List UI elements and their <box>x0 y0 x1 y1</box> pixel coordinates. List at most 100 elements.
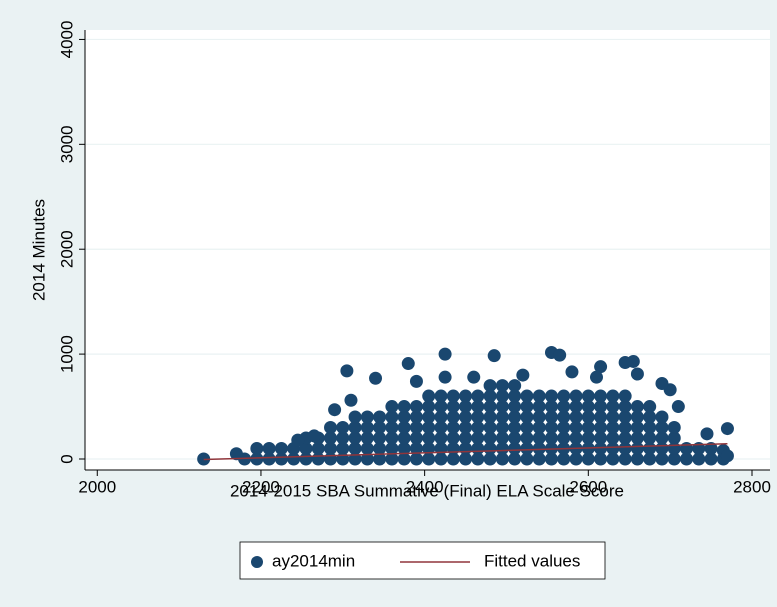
point <box>434 410 448 424</box>
point <box>495 441 509 455</box>
point <box>655 410 669 424</box>
point <box>630 421 644 435</box>
point <box>618 431 632 445</box>
point <box>385 421 399 435</box>
point <box>606 452 620 466</box>
point <box>348 441 362 455</box>
point <box>397 431 411 445</box>
point <box>360 431 374 445</box>
point <box>344 393 358 407</box>
point <box>307 429 321 443</box>
point <box>532 431 546 445</box>
point <box>520 389 534 403</box>
point <box>459 400 473 414</box>
point <box>483 452 497 466</box>
point <box>401 357 415 371</box>
point <box>626 354 640 368</box>
point <box>422 400 436 414</box>
point <box>508 431 522 445</box>
point <box>589 370 603 384</box>
point <box>483 389 497 403</box>
point <box>569 410 583 424</box>
point <box>397 400 411 414</box>
point <box>250 441 264 455</box>
point <box>446 421 460 435</box>
x-axis-title: 2014-2015 SBA Summative (Final) ELA Scal… <box>230 481 624 500</box>
point <box>409 374 423 388</box>
point <box>557 452 571 466</box>
y-tick-label: 4000 <box>57 21 76 59</box>
legend-label: ay2014min <box>272 551 355 570</box>
point <box>483 379 497 393</box>
point <box>643 400 657 414</box>
point <box>569 421 583 435</box>
point <box>324 431 338 445</box>
point <box>438 370 452 384</box>
point <box>438 347 452 361</box>
point <box>520 400 534 414</box>
point <box>671 400 685 414</box>
point <box>606 410 620 424</box>
point <box>667 431 681 445</box>
point <box>700 427 714 441</box>
point <box>594 431 608 445</box>
point <box>544 389 558 403</box>
point <box>508 452 522 466</box>
point <box>508 379 522 393</box>
point <box>544 410 558 424</box>
point <box>422 389 436 403</box>
point <box>594 421 608 435</box>
point <box>287 452 301 466</box>
point <box>581 421 595 435</box>
point <box>471 452 485 466</box>
point <box>581 400 595 414</box>
point <box>434 421 448 435</box>
point <box>373 421 387 435</box>
point <box>336 431 350 445</box>
point <box>520 452 534 466</box>
point <box>348 410 362 424</box>
point <box>348 431 362 445</box>
point <box>508 441 522 455</box>
point <box>360 421 374 435</box>
point <box>262 441 276 455</box>
point <box>471 400 485 414</box>
point <box>569 431 583 445</box>
point <box>655 452 669 466</box>
point <box>667 421 681 435</box>
point <box>667 452 681 466</box>
point <box>606 431 620 445</box>
point <box>557 410 571 424</box>
point <box>467 370 481 384</box>
point <box>565 365 579 379</box>
point <box>483 410 497 424</box>
point <box>409 400 423 414</box>
point <box>409 441 423 455</box>
point <box>434 389 448 403</box>
point <box>422 452 436 466</box>
point <box>422 421 436 435</box>
point <box>487 349 501 363</box>
point <box>360 452 374 466</box>
point <box>311 441 325 455</box>
point <box>373 431 387 445</box>
point <box>459 452 473 466</box>
point <box>324 441 338 455</box>
x-tick-label: 2600 <box>569 477 607 496</box>
point <box>680 441 694 455</box>
point <box>704 441 718 455</box>
point <box>720 422 734 436</box>
point <box>704 452 718 466</box>
point <box>385 441 399 455</box>
point <box>581 452 595 466</box>
point <box>618 421 632 435</box>
point <box>618 441 632 455</box>
point <box>385 431 399 445</box>
fit-line <box>203 443 728 461</box>
point <box>446 410 460 424</box>
point <box>643 431 657 445</box>
point <box>655 421 669 435</box>
point <box>594 389 608 403</box>
point <box>630 452 644 466</box>
